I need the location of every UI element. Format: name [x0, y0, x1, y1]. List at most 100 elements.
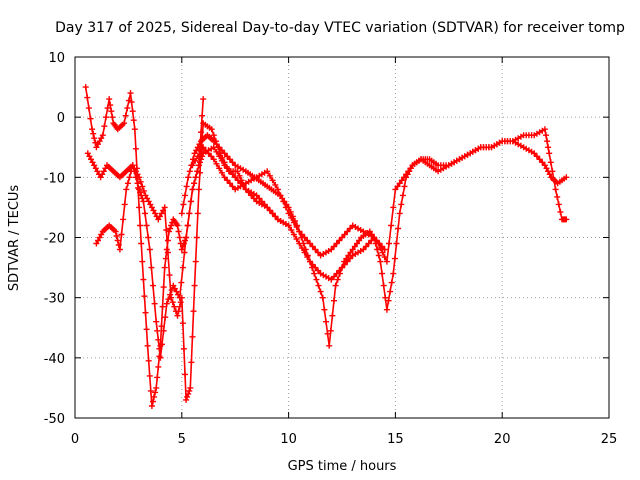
data-point: [194, 144, 201, 151]
data-point: [181, 249, 188, 256]
data-point: [166, 272, 173, 279]
data-point: [184, 393, 191, 400]
series-layer: [82, 84, 570, 409]
data-point: [226, 180, 233, 187]
data-point: [142, 309, 149, 316]
data-point: [128, 99, 135, 106]
data-point: [143, 222, 150, 229]
data-point: [138, 240, 145, 247]
data-point: [199, 112, 206, 119]
data-point: [147, 387, 154, 394]
data-point: [186, 210, 193, 217]
data-point: [84, 94, 91, 101]
data-point: [168, 294, 175, 301]
data-point: [300, 240, 307, 247]
data-point: [315, 282, 322, 289]
data-point: [324, 330, 331, 337]
y-tick-label: -10: [44, 171, 65, 186]
data-point: [546, 150, 553, 157]
data-point: [90, 130, 97, 137]
data-point: [285, 210, 292, 217]
series-3: [93, 120, 388, 403]
data-point: [382, 294, 389, 301]
data-point: [178, 294, 185, 301]
data-point: [146, 246, 153, 253]
y-tick-label: 0: [57, 111, 65, 126]
data-point: [142, 210, 148, 217]
data-point: [371, 234, 377, 241]
data-point: [375, 252, 382, 259]
data-point: [399, 192, 406, 199]
data-point: [176, 234, 183, 241]
data-point: [194, 153, 201, 160]
axis-ticks: 0 5 10 15 20 25 10 0 -10 -20 -30 -40 -50: [44, 51, 618, 447]
data-point: [327, 327, 334, 334]
data-point: [319, 294, 326, 301]
data-point: [174, 312, 181, 319]
data-point: [545, 144, 552, 151]
data-point: [127, 90, 134, 97]
data-point: [185, 174, 192, 181]
data-point: [298, 245, 305, 251]
data-point: [313, 276, 320, 283]
data-point: [197, 148, 204, 155]
data-point: [334, 276, 341, 283]
series-5: [189, 126, 570, 313]
data-point: [159, 341, 165, 348]
data-point: [148, 264, 155, 271]
data-point: [180, 201, 187, 208]
data-point: [103, 114, 109, 121]
data-point: [101, 123, 108, 130]
data-point: [552, 186, 559, 193]
data-point: [159, 303, 166, 310]
data-point: [171, 303, 178, 310]
data-point: [178, 210, 185, 217]
y-tick-label: 10: [48, 51, 65, 66]
data-point: [213, 148, 220, 155]
data-point: [137, 189, 144, 196]
data-point: [136, 186, 143, 193]
data-point: [309, 264, 316, 271]
data-point: [401, 183, 408, 190]
y-axis-label: SDTVAR / TECUs: [7, 185, 22, 292]
data-point: [377, 245, 384, 251]
data-point: [93, 144, 100, 151]
data-point: [339, 264, 345, 271]
data-point: [120, 216, 127, 223]
data-point: [109, 114, 116, 121]
data-point: [91, 135, 98, 142]
data-point: [168, 222, 175, 229]
data-point: [216, 165, 223, 172]
data-point: [154, 327, 161, 334]
data-point: [115, 242, 122, 248]
data-point: [218, 169, 225, 176]
data-point: [151, 300, 158, 307]
data-point: [183, 183, 190, 190]
data-point: [219, 154, 226, 161]
data-point: [161, 204, 168, 211]
data-point: [185, 390, 192, 397]
data-point: [153, 384, 160, 391]
data-point: [141, 293, 148, 300]
data-point: [151, 393, 157, 400]
data-point: [82, 84, 89, 91]
data-point: [129, 108, 136, 115]
data-point: [388, 222, 395, 229]
data-point: [280, 198, 287, 205]
data-point: [178, 279, 185, 286]
data-point: [377, 258, 384, 265]
data-point: [551, 177, 557, 184]
x-tick-label: 5: [178, 432, 186, 447]
data-point: [272, 181, 279, 188]
data-point: [192, 157, 199, 164]
data-point: [152, 389, 159, 396]
data-point: [221, 159, 228, 166]
data-point: [326, 342, 333, 349]
data-point: [274, 186, 281, 193]
data-point: [130, 117, 137, 124]
data-point: [144, 342, 151, 349]
data-point: [146, 372, 153, 379]
data-point: [187, 198, 194, 205]
data-point: [387, 288, 394, 295]
data-point: [121, 201, 128, 208]
